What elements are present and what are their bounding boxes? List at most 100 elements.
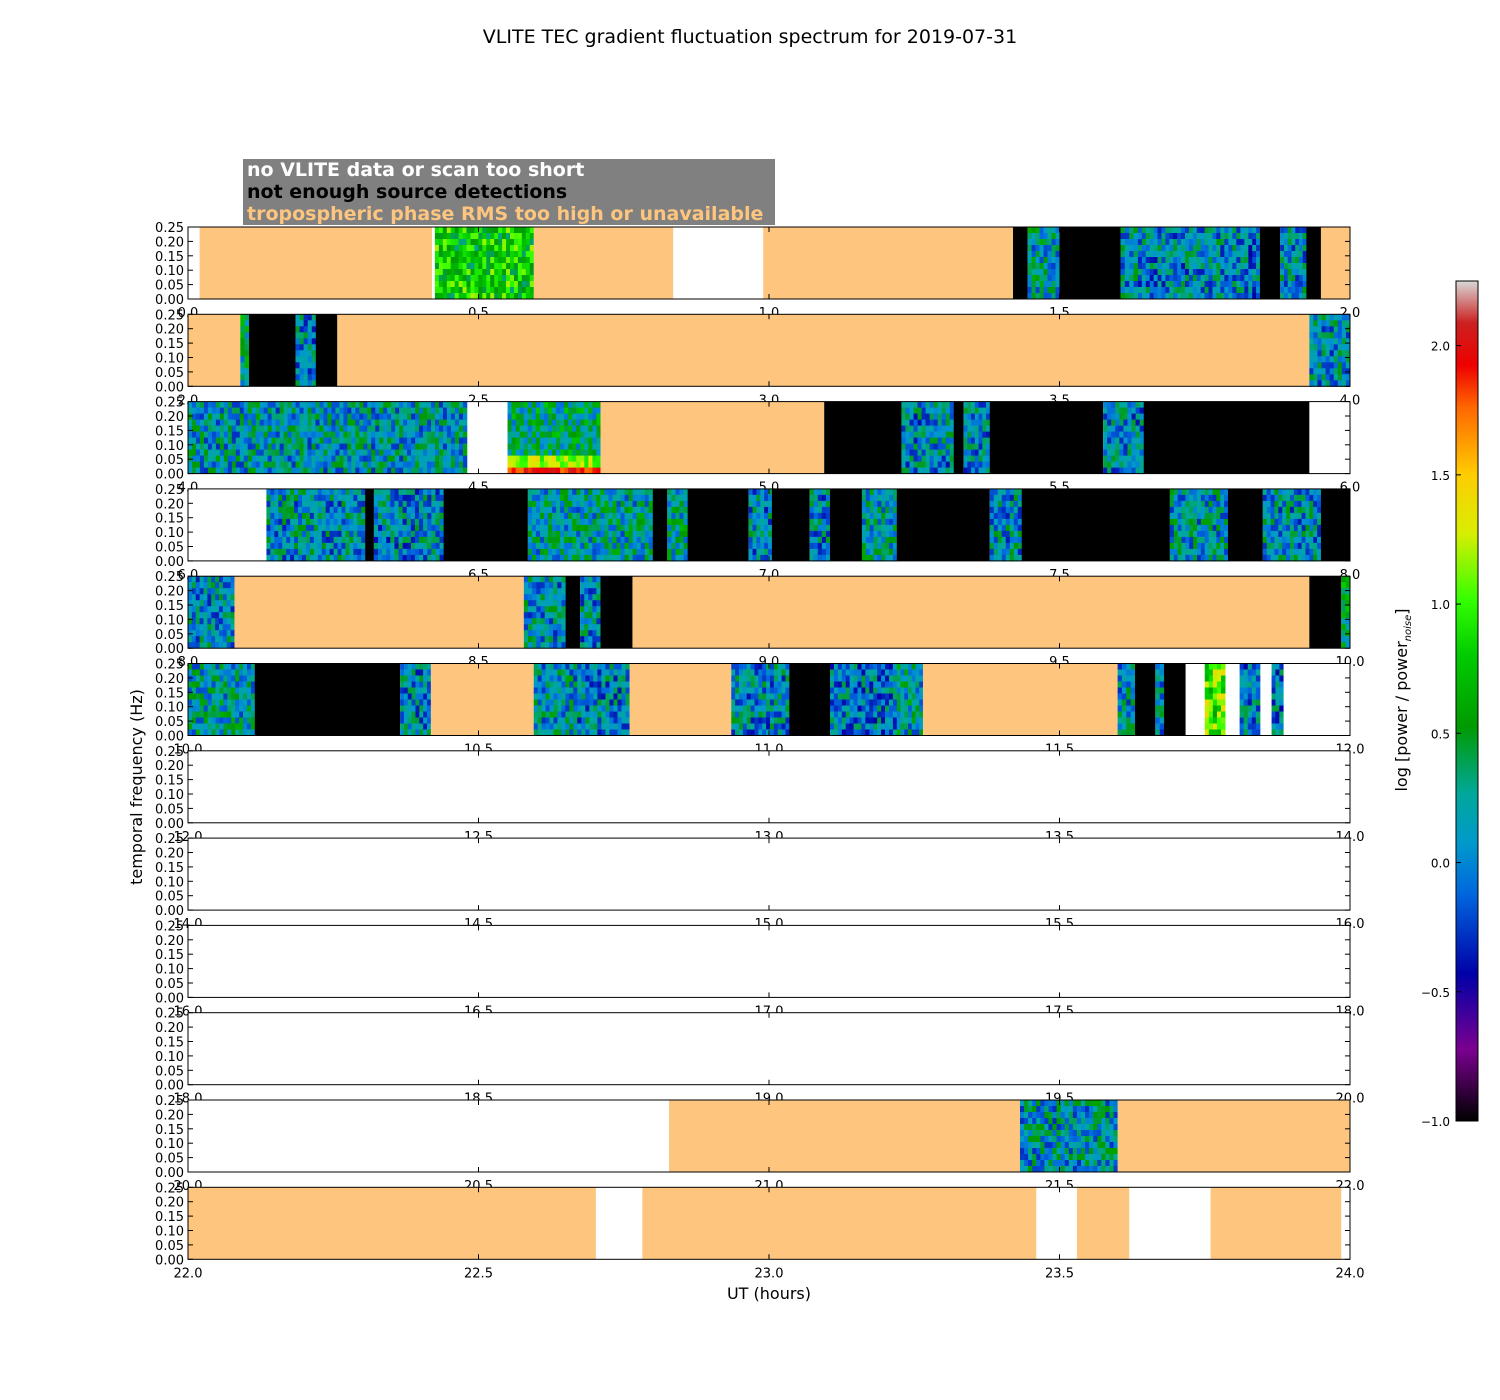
spectrum-cell xyxy=(1208,287,1213,294)
spectrum-cell xyxy=(191,618,197,625)
spectrum-cell xyxy=(1224,287,1229,294)
spectrum-cell xyxy=(760,506,765,514)
spectrum-cell xyxy=(1188,275,1194,282)
spectrum-cell xyxy=(1119,419,1124,426)
spectrum-cell xyxy=(195,588,201,595)
spectrum-cell xyxy=(222,636,228,643)
spectrum-cell xyxy=(235,425,241,432)
spectrum-cell xyxy=(411,407,416,414)
spectrum-cell xyxy=(211,612,216,619)
spectrum-cell xyxy=(1189,518,1194,526)
spectrum-cell xyxy=(299,368,305,375)
spectrum-cell xyxy=(1133,293,1139,300)
spectrum-cell xyxy=(885,548,890,556)
spectrum-cell xyxy=(387,467,392,474)
spectrum-cell xyxy=(243,711,248,718)
spectrum-cell xyxy=(548,618,554,625)
spectrum-cell xyxy=(1220,500,1225,508)
spectrum-cell xyxy=(466,269,471,276)
spectrum-cell xyxy=(535,488,541,496)
spectrum-cell xyxy=(1248,269,1253,276)
spectrum-cell xyxy=(251,449,257,456)
spectrum-cell xyxy=(423,461,428,468)
spectrum-cell xyxy=(913,455,918,462)
spectrum-cell xyxy=(768,542,773,550)
spectrum-cell xyxy=(588,606,593,613)
spectrum-cell xyxy=(339,407,344,414)
spectrum-cell xyxy=(454,419,460,426)
y-tick-label: 0.05 xyxy=(155,628,184,643)
spectrum-cell xyxy=(576,401,581,408)
spectrum-cell xyxy=(474,257,479,264)
spectrum-cell xyxy=(343,413,348,420)
spectrum-cell xyxy=(925,407,931,414)
spectrum-cell xyxy=(756,542,761,550)
spectrum-cell xyxy=(624,518,630,526)
spectrum-cell xyxy=(230,576,235,583)
spectrum-cell xyxy=(557,636,562,643)
spectrum-cell xyxy=(502,233,507,240)
spectrum-cell xyxy=(528,600,533,607)
spectrum-cell xyxy=(1291,251,1296,258)
spectrum-cell xyxy=(1284,293,1289,300)
spectrum-cell xyxy=(278,548,283,556)
spectrum-cell xyxy=(431,431,436,438)
spectrum-cell xyxy=(211,437,217,444)
spectrum-cell xyxy=(648,512,654,520)
spectrum-cell xyxy=(1200,536,1206,544)
spectrum-cell xyxy=(523,630,529,637)
spectrum-cell xyxy=(1177,233,1182,240)
spectrum-cell xyxy=(462,431,468,438)
spectrum-cell xyxy=(521,257,527,264)
spectrum-cell xyxy=(1013,506,1019,514)
spectrum-cell xyxy=(222,594,228,601)
spectrum-cell xyxy=(1216,506,1221,514)
spectrum-cell xyxy=(1317,554,1322,562)
spectrum-cell xyxy=(535,443,541,450)
spectrum-cell xyxy=(1141,263,1147,270)
spectrum-cell xyxy=(1185,251,1190,258)
spectrum-cell xyxy=(644,536,650,544)
spectrum-cell xyxy=(222,606,228,613)
spectrum-cell xyxy=(454,401,460,408)
spectrum-cell xyxy=(1289,494,1295,502)
spectrum-cell xyxy=(454,287,460,294)
spectrum-cell xyxy=(543,407,549,414)
spectrum-cell xyxy=(584,588,589,595)
spectrum-cell xyxy=(325,530,331,538)
spectrum-cell xyxy=(817,536,823,544)
spectrum-cell xyxy=(329,542,334,550)
spectrum-cell xyxy=(1236,275,1241,282)
spectrum-cell xyxy=(861,554,867,562)
spectrum-cell xyxy=(1317,494,1322,502)
spectrum-cell xyxy=(752,506,757,514)
spectrum-cell xyxy=(240,320,246,327)
spectrum-cell xyxy=(552,449,557,456)
spectrum-cell xyxy=(382,512,387,520)
spectrum-cell xyxy=(1289,548,1295,556)
spectrum-cell xyxy=(1280,227,1285,234)
spectrum-cell xyxy=(450,227,456,234)
spectrum-cell xyxy=(1216,494,1221,502)
spectrum-cell xyxy=(199,461,205,468)
spectrum-cell xyxy=(535,548,541,556)
spectrum-cell xyxy=(317,512,323,520)
spectrum-cell xyxy=(414,548,420,556)
spectrum-cell xyxy=(636,542,642,550)
spectrum-cell xyxy=(373,512,379,520)
spectrum-cell xyxy=(373,554,379,562)
spectrum-cell xyxy=(596,612,601,619)
spectrum-cell xyxy=(1224,548,1229,556)
spectrum-cell xyxy=(1345,380,1351,387)
spectrum-cell xyxy=(539,437,545,444)
spectrum-cell xyxy=(532,588,537,595)
spectrum-cell xyxy=(1287,257,1292,264)
spectrum-cell xyxy=(378,494,383,502)
spectrum-cell xyxy=(821,494,827,502)
spectrum-cell xyxy=(1051,275,1056,282)
spectrum-cell xyxy=(1291,227,1296,234)
spectrum-cell xyxy=(357,530,362,538)
segment-spectrum xyxy=(861,488,898,562)
spectrum-cell xyxy=(431,413,436,420)
spectrum-cell xyxy=(1196,275,1202,282)
